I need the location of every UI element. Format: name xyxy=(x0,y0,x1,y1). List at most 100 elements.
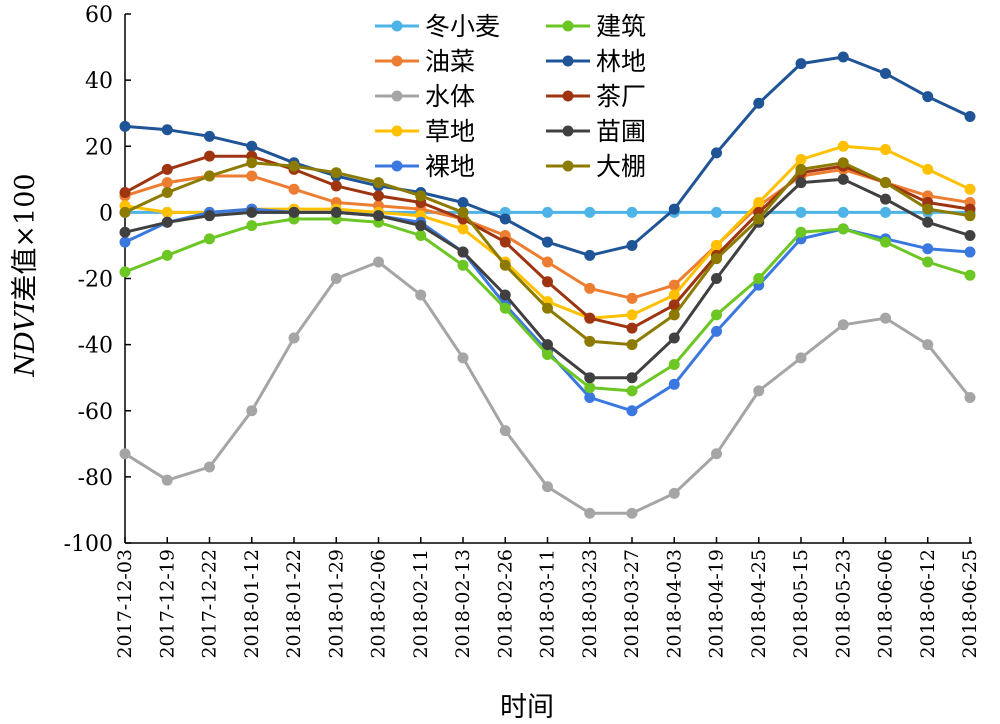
data-point xyxy=(415,230,427,242)
data-point xyxy=(542,481,553,493)
data-point xyxy=(626,239,638,251)
legend-label: 茶厂 xyxy=(596,82,646,111)
y-tick-label: -100 xyxy=(64,532,113,557)
data-point xyxy=(626,372,638,384)
data-point xyxy=(457,246,469,258)
data-point xyxy=(204,170,215,182)
legend-swatch-marker xyxy=(562,20,574,32)
data-point xyxy=(837,173,849,185)
data-point xyxy=(161,124,173,136)
data-point xyxy=(711,253,722,265)
data-point xyxy=(161,249,173,261)
series-10 xyxy=(119,157,976,351)
legend-label: 水体 xyxy=(425,82,475,111)
data-point xyxy=(246,170,258,182)
data-point xyxy=(964,110,976,122)
data-point xyxy=(204,130,215,142)
data-point xyxy=(246,157,258,169)
legend-swatch-marker xyxy=(391,20,403,32)
data-point xyxy=(668,279,680,291)
data-point xyxy=(668,358,680,370)
data-point xyxy=(626,385,638,397)
x-tick-label: 2018-01-22 xyxy=(283,549,305,659)
x-axis-title: 时间 xyxy=(500,692,554,723)
data-point xyxy=(330,206,342,218)
data-point xyxy=(119,206,131,218)
y-tick-label: 0 xyxy=(99,201,113,226)
data-point xyxy=(795,177,807,189)
data-point xyxy=(711,239,722,251)
data-point xyxy=(964,269,976,281)
data-point xyxy=(161,206,173,218)
data-point xyxy=(837,157,849,169)
y-tick-label: -20 xyxy=(78,268,113,293)
data-point xyxy=(964,230,976,242)
data-point xyxy=(922,216,934,228)
data-point xyxy=(161,474,173,486)
data-point xyxy=(161,187,173,199)
data-point xyxy=(119,187,131,199)
x-tick-label: 2018-04-03 xyxy=(663,549,685,659)
data-point xyxy=(753,385,765,397)
data-point xyxy=(753,213,765,225)
data-point xyxy=(922,339,934,351)
legend-swatch-marker xyxy=(391,90,403,102)
data-point xyxy=(668,332,680,344)
y-axis: 60 40 20 0 -20 -40 -60 -80 -100 xyxy=(64,3,131,557)
x-tick-label: 2018-01-12 xyxy=(241,549,263,659)
series-line xyxy=(124,161,971,347)
legend-label: 裸地 xyxy=(425,152,475,181)
data-point xyxy=(542,339,553,351)
legend-label: 草地 xyxy=(425,117,475,146)
data-point xyxy=(119,226,131,238)
x-tick-label: 2018-05-23 xyxy=(832,549,854,659)
data-point xyxy=(246,220,258,232)
data-point xyxy=(880,144,891,156)
data-point xyxy=(542,256,553,268)
data-point xyxy=(668,309,680,321)
data-point xyxy=(711,325,722,337)
legend-swatch-marker xyxy=(391,125,403,137)
x-tick-label: 2018-03-27 xyxy=(621,549,643,659)
data-point xyxy=(711,206,722,218)
legend-label: 林地 xyxy=(596,47,646,76)
legend-item-9: 苗圃 xyxy=(546,117,646,146)
legend-item-10: 大棚 xyxy=(546,152,646,181)
data-point xyxy=(457,223,469,235)
data-point xyxy=(204,150,215,162)
data-point xyxy=(711,147,722,159)
data-point xyxy=(119,120,131,132)
data-point xyxy=(668,378,680,390)
data-point xyxy=(795,206,807,218)
data-point xyxy=(626,206,638,218)
data-point xyxy=(711,309,722,321)
data-point xyxy=(246,405,258,417)
x-tick-label: 2018-06-12 xyxy=(917,549,939,659)
x-tick-label: 2018-02-26 xyxy=(494,549,516,659)
legend-swatch-marker xyxy=(562,55,574,67)
data-point xyxy=(795,58,807,70)
data-point xyxy=(499,236,511,248)
data-point xyxy=(119,448,131,460)
data-point xyxy=(753,97,765,109)
data-point xyxy=(584,312,596,324)
x-tick-label: 2018-03-23 xyxy=(579,549,601,659)
legend-swatch-marker xyxy=(562,125,574,137)
legend-label: 苗圃 xyxy=(596,117,646,146)
legend-swatch-marker xyxy=(562,90,574,102)
data-point xyxy=(119,236,131,248)
x-tick-label: 2017-12-19 xyxy=(156,549,178,659)
data-point xyxy=(837,140,849,152)
legend-item-4: 草地 xyxy=(375,117,475,146)
data-point xyxy=(795,153,807,165)
series-3 xyxy=(119,256,976,519)
data-point xyxy=(330,180,342,192)
series-layer xyxy=(119,51,976,519)
data-point xyxy=(795,226,807,238)
legend-label: 油菜 xyxy=(425,47,475,76)
data-point xyxy=(626,292,638,304)
y-tick-label: -40 xyxy=(78,334,113,359)
data-point xyxy=(880,68,891,80)
data-point xyxy=(542,206,553,218)
data-point xyxy=(288,183,300,195)
